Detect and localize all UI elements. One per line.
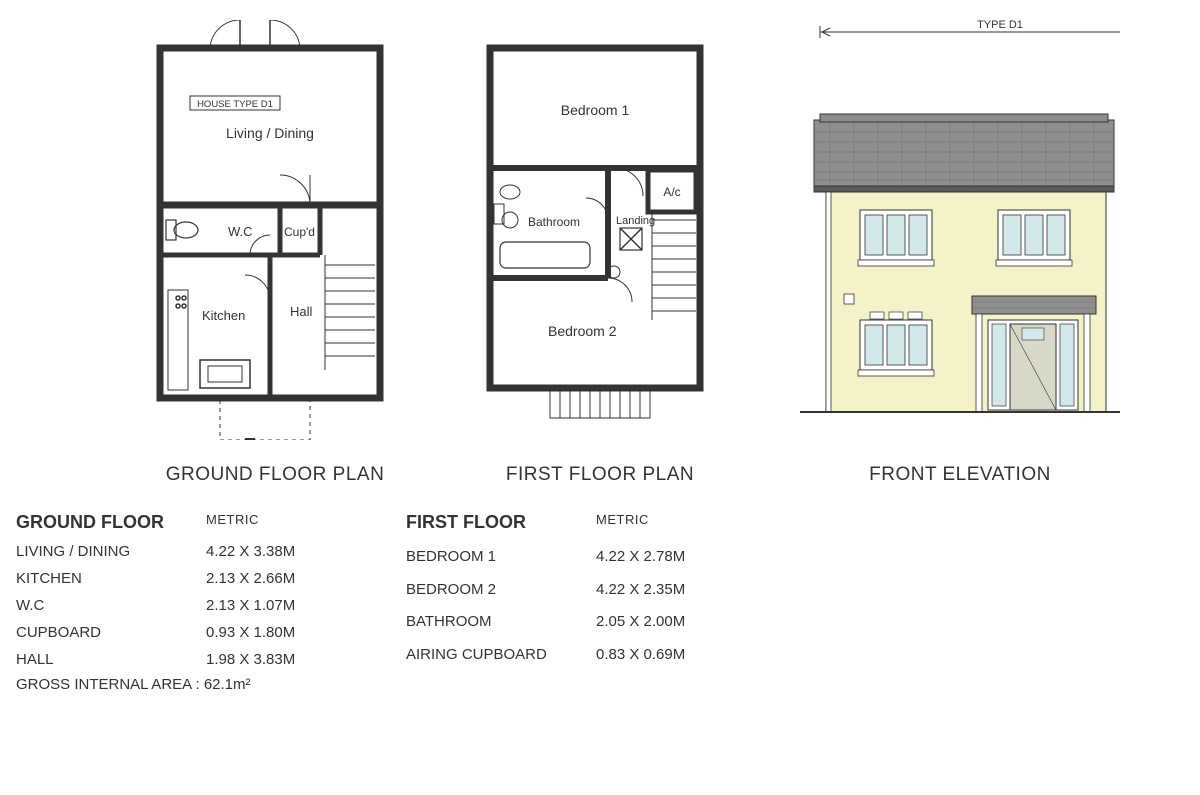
table-row: HALL xyxy=(16,651,206,668)
ground-floor-plan: HOUSE TYPE D1 Living / Dining W.C Cup'd … xyxy=(150,20,400,486)
table-row: BEDROOM 1 xyxy=(406,548,596,570)
first-table-header: FIRST FLOOR xyxy=(406,512,596,538)
ground-floor-table: GROUND FLOOR METRIC LIVING / DINING4.22 … xyxy=(16,512,346,668)
hall-label: Hall xyxy=(290,304,313,319)
bed2-label: Bedroom 2 xyxy=(548,323,617,339)
table-dim: 4.22 X 2.78M xyxy=(596,548,736,570)
first-floor-table: FIRST FLOOR METRIC BEDROOM 14.22 X 2.78M… xyxy=(406,512,736,668)
table-dim: 2.13 X 1.07M xyxy=(206,597,346,614)
ground-table-header: GROUND FLOOR xyxy=(16,512,206,533)
elevation-svg: TYPE D1 xyxy=(800,20,1120,440)
table-row: LIVING / DINING xyxy=(16,543,206,560)
upper-window-left xyxy=(858,210,934,266)
lower-window xyxy=(858,312,934,376)
landing-label: Landing xyxy=(616,215,655,227)
table-row: KITCHEN xyxy=(16,570,206,587)
bed1-label: Bedroom 1 xyxy=(561,102,630,118)
upper-window-right xyxy=(996,210,1072,266)
table-dim: 2.13 X 2.66M xyxy=(206,570,346,587)
first-floor-plan: Bedroom 1 A/c Bathroom Landing Bedroom 2… xyxy=(480,20,720,486)
table-dim: 2.05 X 2.00M xyxy=(596,613,736,635)
type-label: TYPE D1 xyxy=(977,20,1023,31)
table-dim: 1.98 X 3.83M xyxy=(206,651,346,668)
elevation-title: FRONT ELEVATION xyxy=(869,464,1051,486)
ground-table-metric: METRIC xyxy=(206,512,346,533)
table-row: CUPBOARD xyxy=(16,624,206,641)
table-row: BATHROOM xyxy=(406,613,596,635)
table-row: BEDROOM 2 xyxy=(406,581,596,603)
front-door xyxy=(988,320,1078,410)
table-row: AIRING CUPBOARD xyxy=(406,646,596,668)
ground-plan-title: GROUND FLOOR PLAN xyxy=(166,464,385,486)
cupd-label: Cup'd xyxy=(284,225,315,239)
ground-floor-svg: HOUSE TYPE D1 Living / Dining W.C Cup'd … xyxy=(150,20,400,440)
table-dim: 0.83 X 0.69M xyxy=(596,646,736,668)
table-dim: 4.22 X 2.35M xyxy=(596,581,736,603)
gross-internal-area: GROSS INTERNAL AREA : 62.1m² xyxy=(0,676,1200,693)
table-row: W.C xyxy=(16,597,206,614)
table-dim: 4.22 X 3.38M xyxy=(206,543,346,560)
first-floor-svg: Bedroom 1 A/c Bathroom Landing Bedroom 2 xyxy=(480,20,720,440)
ac-label: A/c xyxy=(663,185,680,199)
table-dim: 0.93 X 1.80M xyxy=(206,624,346,641)
living-label: Living / Dining xyxy=(226,125,314,141)
kitchen-label: Kitchen xyxy=(202,308,245,323)
dimension-tables: GROUND FLOOR METRIC LIVING / DINING4.22 … xyxy=(0,486,1200,668)
first-table-metric: METRIC xyxy=(596,512,736,538)
wc-label: W.C xyxy=(228,224,253,239)
first-plan-title: FIRST FLOOR PLAN xyxy=(506,464,694,486)
bath-label: Bathroom xyxy=(528,215,580,229)
front-elevation: TYPE D1 xyxy=(800,20,1120,486)
house-type-label: HOUSE TYPE D1 xyxy=(197,99,273,110)
